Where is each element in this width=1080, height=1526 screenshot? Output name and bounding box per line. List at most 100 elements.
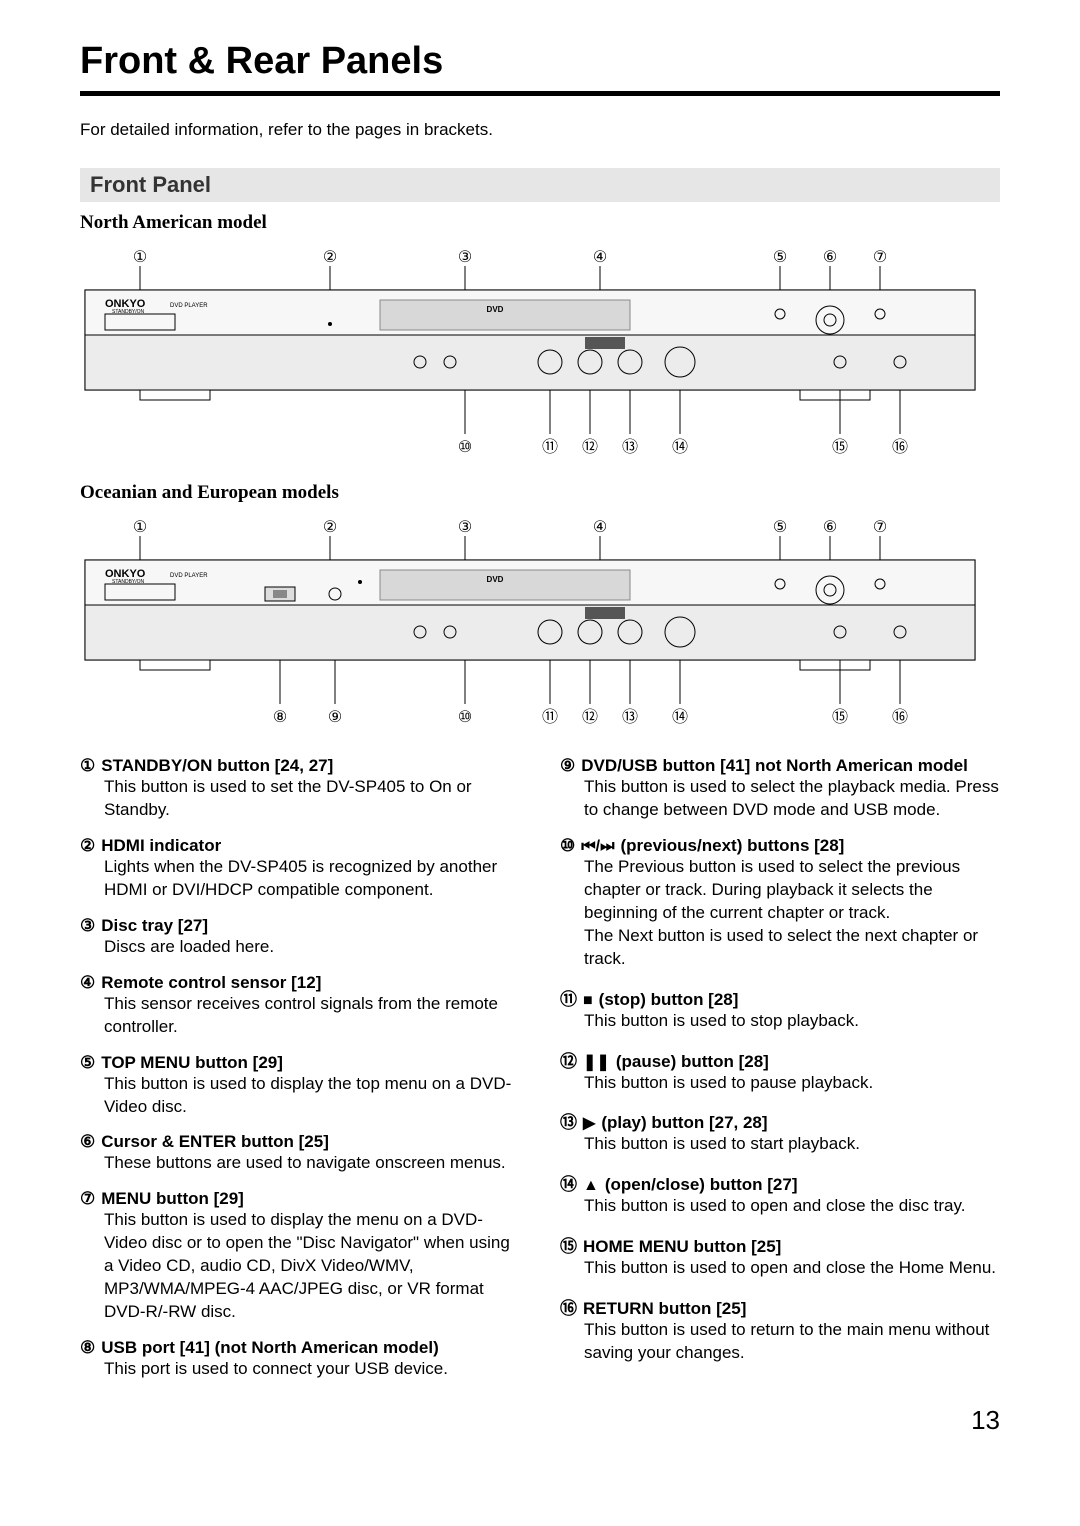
item-num-icon: ⑫ bbox=[560, 1047, 577, 1072]
item-head: ① STANDBY/ON button [24, 27] bbox=[80, 756, 520, 776]
item-body: This button is used to start playback. bbox=[584, 1133, 1000, 1156]
item-num-icon: ① bbox=[80, 756, 95, 776]
svg-text:⑯: ⑯ bbox=[892, 708, 908, 726]
item-7: ⑦ MENU button [29]This button is used to … bbox=[80, 1189, 520, 1324]
item-body: This button is used to open and close th… bbox=[584, 1195, 1000, 1218]
item-head: ③ Disc tray [27] bbox=[80, 916, 520, 936]
item-num-icon: ⑩ bbox=[560, 836, 575, 856]
item-body: Lights when the DV-SP405 is recognized b… bbox=[104, 856, 520, 902]
playback-glyph-icon: ❚❚ bbox=[583, 1052, 610, 1072]
item-title: HDMI indicator bbox=[101, 836, 221, 856]
item-num-icon: ⑤ bbox=[80, 1053, 95, 1073]
item-12: ⑫❚❚ (pause) button [28]This button is us… bbox=[560, 1047, 1000, 1095]
svg-text:DVD: DVD bbox=[487, 575, 504, 584]
item-head: ④ Remote control sensor [12] bbox=[80, 973, 520, 993]
item-body: This button is used to display the top m… bbox=[104, 1073, 520, 1119]
svg-text:⑫: ⑫ bbox=[582, 438, 598, 456]
playback-glyph-icon: ▶ bbox=[583, 1113, 595, 1133]
svg-text:⑦: ⑦ bbox=[873, 519, 887, 536]
item-body: This button is used to select the playba… bbox=[584, 776, 1000, 822]
svg-text:⑨: ⑨ bbox=[328, 709, 342, 726]
item-16: ⑯ RETURN button [25]This button is used t… bbox=[560, 1294, 1000, 1365]
item-14: ⑭ ▲ (open/close) button [27]This button i… bbox=[560, 1170, 1000, 1218]
playback-glyph-icon: ■ bbox=[583, 992, 593, 1010]
item-11: ⑪■ (stop) button [28]This button is used… bbox=[560, 985, 1000, 1033]
playback-glyph-icon: ▲ bbox=[583, 1177, 599, 1195]
item-15: ⑮HOME MENU button [25]This button is use… bbox=[560, 1232, 1000, 1280]
item-columns: ①STANDBY/ON button [24, 27]This button i… bbox=[80, 756, 1000, 1395]
item-head: ⑪■ (stop) button [28] bbox=[560, 985, 1000, 1010]
svg-text:⑩: ⑩ bbox=[458, 709, 472, 726]
item-body: These buttons are used to navigate onscr… bbox=[104, 1152, 520, 1175]
label-eu-model: Oceanian and European models bbox=[80, 482, 1000, 504]
svg-text:⑬: ⑬ bbox=[622, 708, 638, 726]
item-title: (stop) button [28] bbox=[599, 990, 739, 1010]
item-body: This button is used to set the DV-SP405 … bbox=[104, 776, 520, 822]
svg-text:⑭: ⑭ bbox=[672, 438, 688, 456]
column-right: ⑨ DVD/USB button [41] not North American … bbox=[560, 756, 1000, 1395]
item-num-icon: ④ bbox=[80, 973, 95, 993]
item-head: ⑧ USB port [41] (not North American model… bbox=[80, 1338, 520, 1358]
item-title: MENU button [29] bbox=[101, 1189, 244, 1209]
item-title: Remote control sensor [12] bbox=[101, 973, 321, 993]
item-num-icon: ⑭ bbox=[560, 1170, 577, 1195]
item-body: Discs are loaded here. bbox=[104, 936, 520, 959]
item-body: The Previous button is used to select th… bbox=[584, 856, 1000, 971]
item-head: ⑦ MENU button [29] bbox=[80, 1189, 520, 1209]
item-head: ⑬ ▶ (play) button [27, 28] bbox=[560, 1108, 1000, 1133]
section-front-panel: Front Panel bbox=[80, 168, 1000, 202]
front-panel-eu-svg: ①②③④⑤⑥⑦ ONKYO DVD PLAYER STANDBY/ON DVD … bbox=[80, 512, 980, 732]
svg-text:③: ③ bbox=[458, 519, 472, 536]
item-2: ② HDMI indicatorLights when the DV-SP405 … bbox=[80, 836, 520, 902]
svg-text:⑭: ⑭ bbox=[672, 708, 688, 726]
svg-text:STANDBY/ON: STANDBY/ON bbox=[112, 579, 145, 585]
svg-text:⑮: ⑮ bbox=[832, 438, 848, 456]
svg-text:②: ② bbox=[323, 519, 337, 536]
item-body: This button is used to display the menu … bbox=[104, 1209, 520, 1324]
playback-glyph-icon: ⏮/⏭ bbox=[581, 838, 614, 856]
item-title: STANDBY/ON button [24, 27] bbox=[101, 756, 333, 776]
item-1: ① STANDBY/ON button [24, 27]This button i… bbox=[80, 756, 520, 822]
front-panel-na-svg: ①②③④⑤⑥⑦ ONKYO DVD PLAYER STANDBY/ON DVD … bbox=[80, 242, 980, 462]
page-number: 13 bbox=[80, 1405, 1000, 1436]
svg-text:⑫: ⑫ bbox=[582, 708, 598, 726]
item-title: DVD/USB button [41] not North American m… bbox=[581, 756, 968, 776]
item-num-icon: ⑬ bbox=[560, 1108, 577, 1133]
item-num-icon: ⑨ bbox=[560, 756, 575, 776]
item-title: RETURN button [25] bbox=[583, 1299, 746, 1319]
svg-text:⑪: ⑪ bbox=[542, 438, 558, 456]
item-title: (previous/next) buttons [28] bbox=[621, 836, 845, 856]
svg-text:⑧: ⑧ bbox=[273, 709, 287, 726]
item-num-icon: ⑯ bbox=[560, 1294, 577, 1319]
item-title: Disc tray [27] bbox=[101, 916, 208, 936]
item-num-icon: ③ bbox=[80, 916, 95, 936]
svg-text:③: ③ bbox=[458, 249, 472, 266]
intro-text: For detailed information, refer to the p… bbox=[80, 120, 1000, 140]
item-num-icon: ⑧ bbox=[80, 1338, 95, 1358]
column-left: ①STANDBY/ON button [24, 27]This button i… bbox=[80, 756, 520, 1395]
item-head: ⑩ ⏮/⏭ (previous/next) buttons [28] bbox=[560, 836, 1000, 856]
item-title: USB port [41] (not North American model) bbox=[101, 1338, 439, 1358]
item-body: This button is used to return to the mai… bbox=[584, 1319, 1000, 1365]
svg-text:DVD PLAYER: DVD PLAYER bbox=[170, 573, 208, 579]
item-title: (play) button [27, 28] bbox=[601, 1113, 767, 1133]
svg-text:⑪: ⑪ bbox=[542, 708, 558, 726]
item-6: ⑥Cursor & ENTER button [25]These buttons… bbox=[80, 1132, 520, 1175]
svg-text:⑯: ⑯ bbox=[892, 438, 908, 456]
item-num-icon: ② bbox=[80, 836, 95, 856]
item-head: ② HDMI indicator bbox=[80, 836, 520, 856]
item-title: (pause) button [28] bbox=[616, 1052, 769, 1072]
svg-text:⑬: ⑬ bbox=[622, 438, 638, 456]
item-body: This port is used to connect your USB de… bbox=[104, 1358, 520, 1381]
svg-text:⑤: ⑤ bbox=[773, 519, 787, 536]
svg-text:⑤: ⑤ bbox=[773, 249, 787, 266]
brand-sub: DVD PLAYER bbox=[170, 303, 208, 309]
item-num-icon: ⑦ bbox=[80, 1189, 95, 1209]
svg-text:⑥: ⑥ bbox=[823, 249, 837, 266]
svg-text:①: ① bbox=[133, 249, 147, 266]
item-num-icon: ⑮ bbox=[560, 1232, 577, 1257]
svg-text:④: ④ bbox=[593, 519, 607, 536]
svg-text:STANDBY/ON: STANDBY/ON bbox=[112, 309, 145, 315]
item-title: (open/close) button [27] bbox=[605, 1175, 798, 1195]
item-head: ⑭ ▲ (open/close) button [27] bbox=[560, 1170, 1000, 1195]
